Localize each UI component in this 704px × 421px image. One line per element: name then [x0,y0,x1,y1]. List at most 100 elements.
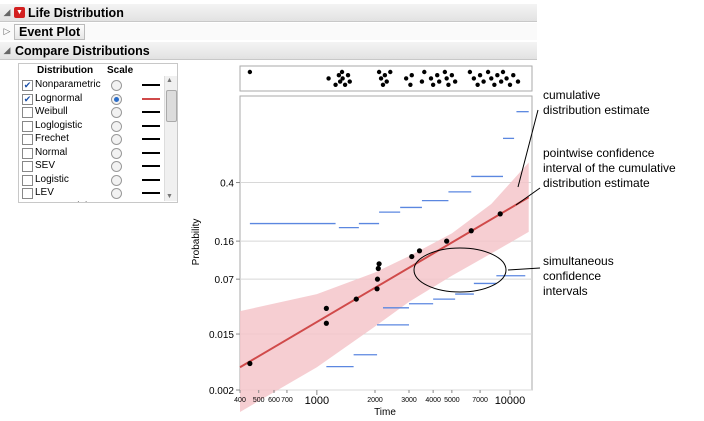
data-point [375,265,381,272]
data-point [374,286,380,292]
simultaneous-intervals-ellipse [413,247,507,293]
event-dot [492,82,497,88]
list-item[interactable]: Normal [19,147,165,160]
scroll-up-icon[interactable]: ▲ [166,77,173,84]
line-style-swatch[interactable] [142,192,160,194]
data-point [374,276,381,282]
scale-radio[interactable] [111,80,122,91]
event-dot [430,82,436,88]
event-dot [382,73,388,78]
checkbox[interactable]: ✔ [22,93,33,105]
list-item[interactable]: ✔ Nonparametric [19,79,165,92]
event-dot [495,73,500,78]
event-dot [511,73,516,78]
scale-radio[interactable] [111,147,122,159]
scale-radio[interactable] [111,134,122,145]
list-item[interactable]: ✔ Lognormal [19,93,165,106]
event-dot [376,69,382,75]
event-dot [326,76,331,81]
line-style-swatch[interactable] [142,165,160,167]
distribution-label: Normal [35,146,68,158]
checkbox[interactable] [22,147,33,159]
event-dot [247,69,253,75]
line-style-swatch[interactable] [142,97,160,100]
distribution-label: SEV [35,160,56,171]
x-tick-label: 700 [281,397,293,404]
x-tick-label: 600 [268,397,280,404]
event-dot [504,76,509,81]
event-dot [347,79,352,84]
event-dot [446,82,451,88]
data-point [468,228,474,234]
list-item[interactable]: Frechet [19,133,165,146]
event-dot [515,79,521,84]
distribution-label: Exponential [35,201,87,203]
y-tick-label: 0.16 [215,237,235,248]
expand-triangle-icon[interactable]: ▷ [3,26,11,36]
checkbox[interactable] [22,120,33,132]
list-item[interactable]: Logistic [19,174,165,187]
checkbox[interactable] [22,174,33,186]
x-tick-label: 4000 [425,397,441,404]
scrollbar-thumb[interactable] [166,90,177,122]
event-dot [475,82,480,88]
data-point [323,320,329,326]
checkbox[interactable] [22,134,33,145]
event-dot [471,76,477,81]
line-style-swatch[interactable] [142,111,160,113]
scale-radio[interactable] [111,161,122,172]
lognormal-fit-line [239,196,530,369]
confidence-band [240,162,529,412]
event-dot [442,69,448,75]
line-style-swatch[interactable] [142,138,160,140]
red-triangle-menu-icon[interactable]: ▼ [14,7,25,18]
life-distribution-header[interactable]: ◢ ▼ Life Distribution [0,4,537,22]
data-point [416,248,423,254]
data-point [323,305,329,311]
collapse-triangle-icon[interactable]: ◢ [3,45,11,55]
scroll-down-icon[interactable]: ▼ [166,193,173,200]
event-dot [337,79,343,84]
list-item[interactable]: LEV [19,187,165,200]
scale-radio[interactable] [111,120,122,132]
list-item[interactable]: Exponential [19,201,165,203]
checkbox[interactable] [22,188,33,199]
list-item[interactable]: SEV [19,160,165,173]
data-point [376,261,382,267]
event-plot-title[interactable]: Event Plot [14,23,86,40]
list-item[interactable]: Weibull [19,106,165,119]
callout-pointer-pointwise [515,187,541,206]
compare-distributions-header[interactable]: ◢ Compare Distributions [0,42,537,60]
checkbox[interactable] [22,161,33,172]
list-item[interactable]: Loglogistic [19,120,165,133]
scale-radio[interactable] [111,107,122,118]
data-point [353,296,359,302]
event-dot [449,73,455,78]
event-dot [485,69,491,75]
annotation-cumulative: cumulative distribution estimate [543,88,650,117]
scale-radio[interactable] [111,188,122,199]
scale-radio[interactable] [111,174,122,186]
checkbox[interactable]: ✔ [22,80,33,91]
list-scrollbar[interactable]: ▲ ▼ [164,76,177,201]
collapse-triangle-icon[interactable]: ◢ [3,7,11,17]
event-dot [333,82,338,88]
event-dot [409,73,414,78]
event-dot [489,76,494,81]
event-dot [378,76,384,81]
event-dot [500,69,506,75]
x-tick-label: 10000 [495,395,526,407]
event-plot-header[interactable]: ▷ Event Plot [0,23,537,40]
line-style-swatch[interactable] [142,124,160,127]
y-axis-label: Probability [191,219,202,266]
checkbox[interactable] [22,107,33,118]
x-tick-label: 400 [234,397,246,404]
checkbox[interactable] [22,201,33,202]
event-dot [422,69,427,75]
line-style-swatch[interactable] [142,178,160,181]
event-dot [380,82,386,88]
line-style-swatch[interactable] [142,151,160,154]
scale-radio[interactable] [111,93,122,105]
event-dot [408,82,413,88]
line-style-swatch[interactable] [142,84,160,86]
